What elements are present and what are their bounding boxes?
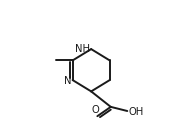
Text: O: O bbox=[91, 105, 99, 115]
Text: NH: NH bbox=[75, 44, 90, 54]
Text: OH: OH bbox=[128, 107, 144, 117]
Text: N: N bbox=[64, 76, 72, 86]
